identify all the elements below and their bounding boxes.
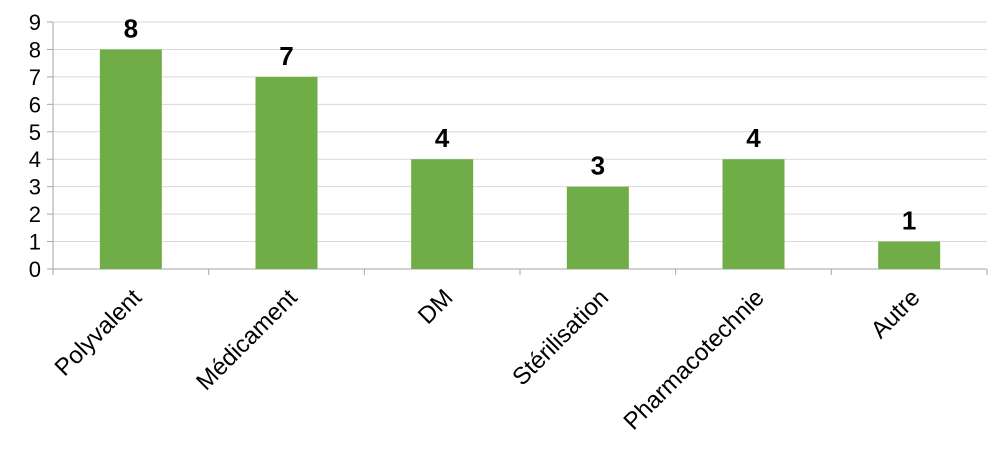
category-label-autre: Autre: [866, 284, 926, 344]
category-label-pharmacotechnie: Pharmacotechnie: [619, 284, 770, 435]
category-label-dm: DM: [413, 284, 458, 329]
category-label-polyvalent: Polyvalent: [50, 284, 148, 382]
data-label-polyvalent: 8: [124, 13, 138, 43]
data-label-autre: 1: [902, 206, 916, 236]
y-tick-label-6: 6: [29, 92, 41, 117]
category-label-medicament: Médicament: [191, 284, 303, 396]
y-tick-label-2: 2: [29, 202, 41, 227]
bar-pharmacotechnie: [722, 159, 785, 269]
data-label-dm: 4: [435, 123, 450, 153]
bar-sterilisation: [566, 186, 629, 269]
y-tick-label-5: 5: [29, 120, 41, 145]
category-label-sterilisation: Stérilisation: [507, 284, 614, 391]
bar-polyvalent: [99, 49, 162, 269]
data-label-pharmacotechnie: 4: [746, 123, 761, 153]
data-label-sterilisation: 3: [591, 151, 605, 181]
y-tick-label-3: 3: [29, 175, 41, 200]
bar-autre: [878, 241, 941, 269]
bar-dm: [411, 159, 474, 269]
y-tick-label-4: 4: [29, 147, 41, 172]
y-tick-label-0: 0: [29, 257, 41, 282]
y-tick-label-9: 9: [29, 10, 41, 35]
data-label-medicament: 7: [279, 41, 293, 71]
y-tick-label-1: 1: [29, 230, 41, 255]
bar-medicament: [255, 76, 318, 269]
y-tick-label-8: 8: [29, 37, 41, 62]
y-tick-label-7: 7: [29, 65, 41, 90]
